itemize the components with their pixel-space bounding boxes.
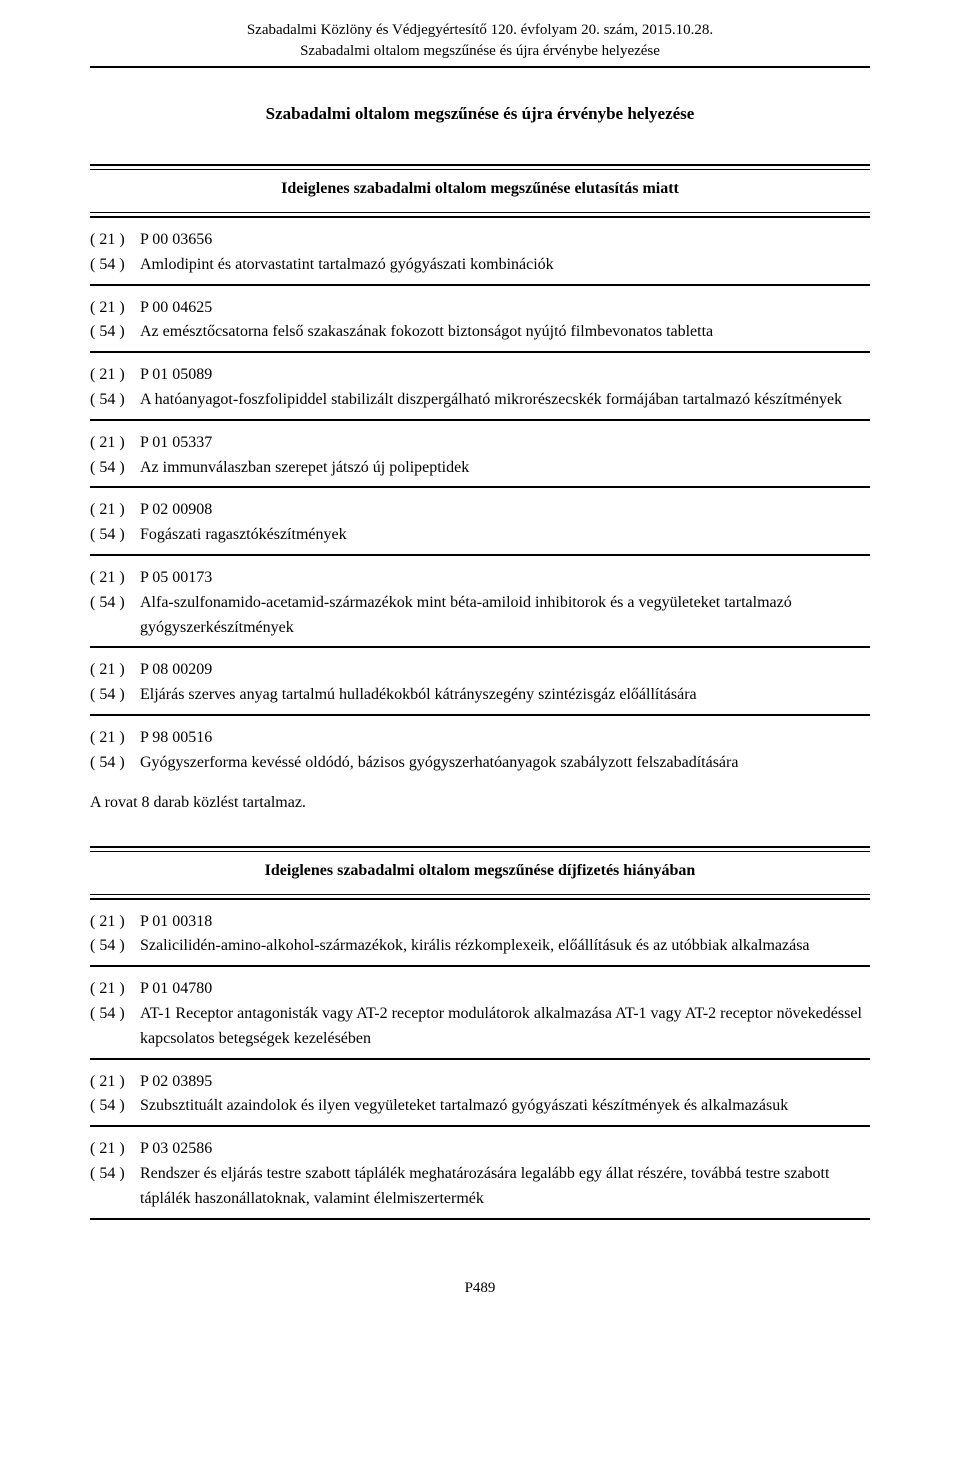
entry-separator [90,486,870,488]
invention-title: Az emésztőcsatorna felső szakaszának fok… [140,320,870,345]
entry: ( 21 )P 01 05089 ( 54 )A hatóanyagot-fos… [90,363,870,421]
entry-separator [90,1058,870,1060]
entry: ( 21 )P 02 00908 ( 54 )Fogászati ragaszt… [90,498,870,556]
entry: ( 21 )P 98 00516 ( 54 )Gyógyszerforma ke… [90,726,870,776]
code-21: ( 21 ) [90,228,140,253]
code-54: ( 54 ) [90,1162,140,1212]
entry: ( 21 )P 02 03895 ( 54 )Szubsztituált aza… [90,1070,870,1128]
entry-separator [90,351,870,353]
application-number: P 00 03656 [140,228,870,253]
page-header: Szabadalmi Közlöny és Védjegyértesítő 12… [90,20,870,62]
entry-separator [90,284,870,286]
code-21: ( 21 ) [90,296,140,321]
invention-title: A hatóanyagot-foszfolipiddel stabilizált… [140,388,870,413]
invention-title: Az immunválaszban szerepet játszó új pol… [140,456,870,481]
code-54: ( 54 ) [90,1094,140,1119]
entry-separator [90,714,870,716]
code-54: ( 54 ) [90,591,140,641]
code-54: ( 54 ) [90,523,140,548]
header-line-1: Szabadalmi Közlöny és Védjegyértesítő 12… [90,20,870,41]
entry: ( 21 )P 08 00209 ( 54 )Eljárás szerves a… [90,658,870,716]
header-line-2: Szabadalmi oltalom megszűnése és újra ér… [90,41,870,62]
invention-title: Szubsztituált azaindolok és ilyen vegyül… [140,1094,870,1119]
code-21: ( 21 ) [90,1137,140,1162]
application-number: P 02 00908 [140,498,870,523]
code-54: ( 54 ) [90,751,140,776]
entry-separator [90,1125,870,1127]
entry-separator [90,554,870,556]
application-number: P 01 00318 [140,910,870,935]
application-number: P 02 03895 [140,1070,870,1095]
entry: ( 21 )P 05 00173 ( 54 )Alfa-szulfonamido… [90,566,870,648]
code-21: ( 21 ) [90,977,140,1002]
application-number: P 01 04780 [140,977,870,1002]
code-21: ( 21 ) [90,726,140,751]
section1-entries: ( 21 )P 00 03656 ( 54 )Amlodipint és ato… [90,228,870,776]
code-21: ( 21 ) [90,566,140,591]
section2-top-rules [90,846,870,852]
code-21: ( 21 ) [90,910,140,935]
section1-top-rules [90,164,870,170]
entry-separator [90,1218,870,1220]
section1-summary: A rovat 8 darab közlést tartalmaz. [90,794,870,812]
entry: ( 21 )P 01 00318 ( 54 )Szalicilidén-amin… [90,910,870,968]
code-54: ( 54 ) [90,456,140,481]
section2-entries: ( 21 )P 01 00318 ( 54 )Szalicilidén-amin… [90,910,870,1220]
entry: ( 21 )P 01 05337 ( 54 )Az immunválaszban… [90,431,870,489]
invention-title: Alfa-szulfonamido-acetamid-származékok m… [140,591,870,641]
code-54: ( 54 ) [90,683,140,708]
application-number: P 98 00516 [140,726,870,751]
invention-title: Rendszer és eljárás testre szabott táplá… [140,1162,870,1212]
application-number: P 01 05089 [140,363,870,388]
page-number: P489 [90,1280,870,1297]
entry-separator [90,419,870,421]
page-title: Szabadalmi oltalom megszűnése és újra ér… [90,104,870,124]
code-54: ( 54 ) [90,253,140,278]
invention-title: Amlodipint és atorvastatint tartalmazó g… [140,253,870,278]
invention-title: Eljárás szerves anyag tartalmú hulladéko… [140,683,870,708]
entry-separator [90,646,870,648]
code-54: ( 54 ) [90,1002,140,1052]
application-number: P 05 00173 [140,566,870,591]
invention-title: Gyógyszerforma kevéssé oldódó, bázisos g… [140,751,870,776]
entry: ( 21 )P 01 04780 ( 54 )AT-1 Receptor ant… [90,977,870,1059]
section2-bottom-rules [90,894,870,900]
application-number: P 00 04625 [140,296,870,321]
code-21: ( 21 ) [90,498,140,523]
code-21: ( 21 ) [90,658,140,683]
section1-title: Ideiglenes szabadalmi oltalom megszűnése… [90,180,870,198]
entry-separator [90,965,870,967]
application-number: P 08 00209 [140,658,870,683]
code-54: ( 54 ) [90,934,140,959]
invention-title: Fogászati ragasztókészítmények [140,523,870,548]
invention-title: Szalicilidén-amino-alkohol-származékok, … [140,934,870,959]
code-54: ( 54 ) [90,388,140,413]
code-21: ( 21 ) [90,1070,140,1095]
entry: ( 21 )P 00 03656 ( 54 )Amlodipint és ato… [90,228,870,286]
section2-title: Ideiglenes szabadalmi oltalom megszűnése… [90,862,870,880]
code-21: ( 21 ) [90,431,140,456]
code-54: ( 54 ) [90,320,140,345]
header-rule [90,66,870,68]
application-number: P 03 02586 [140,1137,870,1162]
application-number: P 01 05337 [140,431,870,456]
code-21: ( 21 ) [90,363,140,388]
section1-bottom-rules [90,212,870,218]
entry: ( 21 )P 03 02586 ( 54 )Rendszer és eljár… [90,1137,870,1219]
page-container: Szabadalmi Közlöny és Védjegyértesítő 12… [0,0,960,1327]
entry: ( 21 )P 00 04625 ( 54 )Az emésztőcsatorn… [90,296,870,354]
invention-title: AT-1 Receptor antagonisták vagy AT-2 rec… [140,1002,870,1052]
